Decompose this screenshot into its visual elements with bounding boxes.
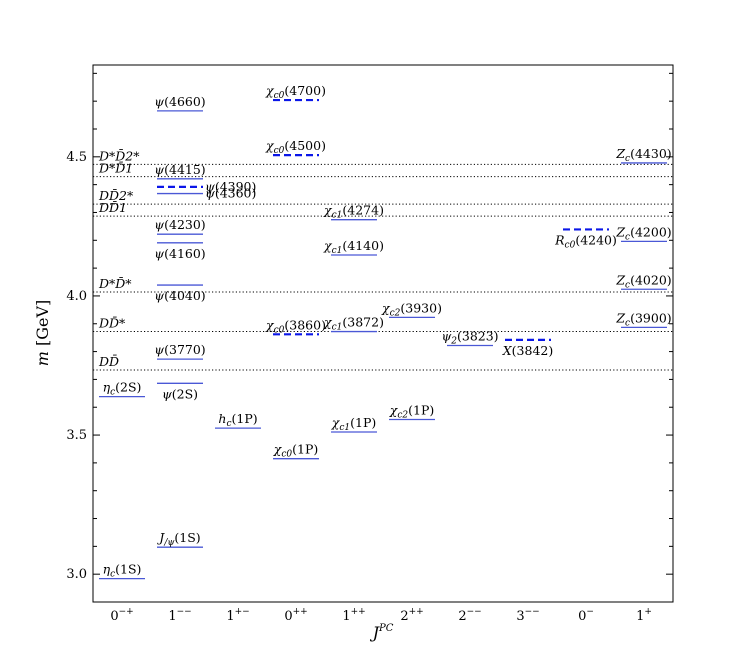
state-label: χc1(1P) [331,415,376,433]
state-label: χc2(1P) [389,402,434,420]
state-label: ψ(4660) [154,94,205,109]
x-tick-label: 0++ [284,607,307,624]
threshold-lines: D*D̄2*D*D̄1 DD̄2*DD̄1 D*D̄* DD̄* DD̄ [93,148,673,371]
state-label: Rc0(4240) [554,232,617,250]
x-tick-label: 2++ [400,607,423,624]
state-label: χc1(4140) [323,238,384,256]
state-label: χc2(3930) [381,300,442,318]
state-label: X(3842) [502,343,553,358]
state-label: ψ(2S) [162,386,198,401]
x-tick-label: 2−− [458,607,481,624]
state-label: Zc(3900) [615,310,671,328]
y-tick-label: 4.0 [66,289,87,304]
state-label: χc1(3872) [323,315,384,333]
threshold-label: D*D̄1 [98,160,133,175]
state-label: χc0(3860) [265,317,326,335]
state-label: J/ψ(1S) [156,530,200,548]
state-label: Zc(4430) [615,146,671,164]
state-label: Zc(4020) [615,272,671,290]
x-axis-title: JPC [370,623,394,642]
y-axis-title: m [GeV] [33,300,52,367]
state-label: ψ(3770) [154,342,205,357]
y-tick-label: 3.5 [66,428,87,443]
plot-frame [92,64,674,603]
state-label: hc(1P) [218,411,257,429]
threshold-label: DD̄ [98,354,119,369]
state-label: ηc(1S) [103,562,142,580]
state-label: ψ(4415) [154,162,205,177]
state-label: ψ(4390) [205,179,256,194]
state-label: ψ2(3823) [441,328,498,346]
x-tick-label: 1++ [342,607,365,624]
state-label: ψ(4040) [154,288,205,303]
x-tick-label: 3−− [516,607,539,624]
threshold-label: DD̄* [98,315,126,330]
threshold-label: D*D̄2* [98,148,140,163]
y-tick-label: 4.5 [66,150,87,165]
y-axis: 3.0 3.5 4.0 4.5 [66,72,673,603]
y-tick-label: 3.0 [66,567,87,582]
x-tick-label: 1+− [226,607,249,624]
state-label: ηc(2S) [103,380,142,398]
state-label: Zc(4200) [615,224,671,242]
state-label: χc0(1P) [273,442,318,460]
threshold-label: DD̄2* [98,188,134,203]
state-label: χc0(4700) [265,83,326,101]
state-label: ψ(4160) [154,246,205,261]
x-tick-label: 1+ [636,607,652,624]
x-tick-label: 0−+ [110,607,133,624]
state-levels: ηc(1S) ηc(2S) J/ψ(1S) ψ(2S) ψ(3770) ψ(4040) ψ(… [99,83,672,580]
threshold-label: DD̄1 [98,200,127,215]
state-label: χc1(4274) [323,203,384,221]
x-axis: 0−+ 1−− 1+− 0++ 1++ 2++ 2−− 3−− 0− 1+ [110,607,652,624]
state-label: ψ(4230) [154,217,205,232]
state-label: χc0(4500) [265,138,326,156]
state-label: ψ(4360) [205,186,256,201]
x-tick-label: 1−− [168,607,191,624]
threshold-label: D*D̄* [98,276,132,291]
x-tick-label: 0− [578,607,594,624]
